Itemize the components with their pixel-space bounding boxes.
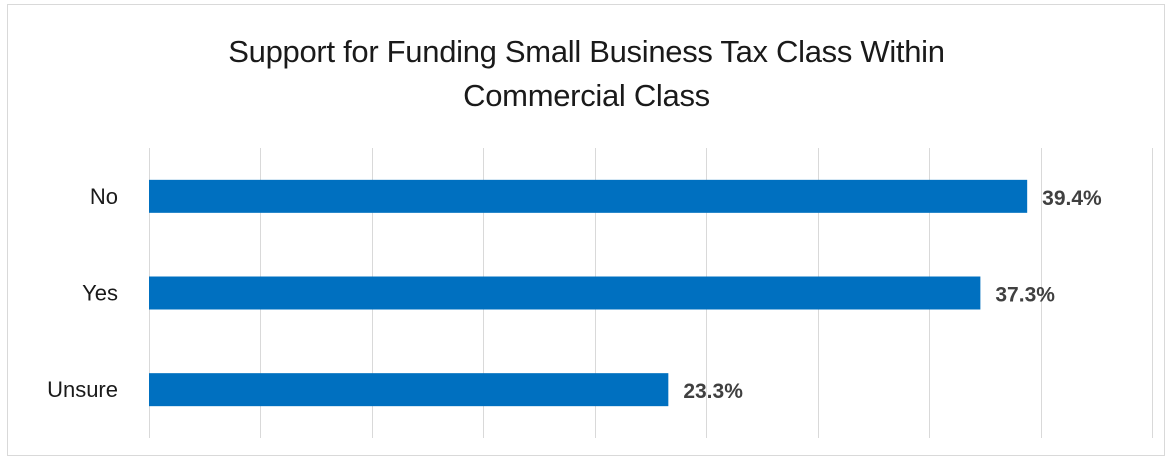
data-label-no: 39.4% [1042, 187, 1102, 210]
chart-title: Support for Funding Small Business Tax C… [0, 30, 1173, 118]
data-labels: 39.4% 37.3% 23.3% [683, 187, 1102, 403]
category-label-unsure: Unsure [47, 377, 118, 402]
chart-title-line-1: Support for Funding Small Business Tax C… [228, 34, 945, 69]
bars [149, 179, 1028, 407]
data-label-yes: 37.3% [995, 284, 1055, 307]
bar-unsure [149, 373, 669, 407]
chart-title-line-2: Commercial Class [463, 78, 710, 113]
category-label-no: No [90, 184, 118, 209]
data-label-unsure: 23.3% [683, 380, 743, 403]
category-label-yes: Yes [82, 281, 118, 306]
bar-yes [149, 276, 981, 310]
category-labels: No Yes Unsure [47, 184, 118, 402]
bar-no [149, 179, 1028, 213]
